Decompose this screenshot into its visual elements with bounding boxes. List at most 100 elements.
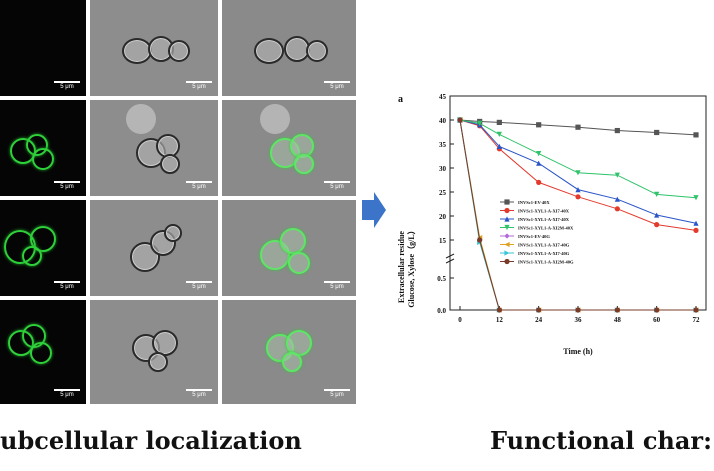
data-point <box>654 191 660 197</box>
scale-bar: 5 μm <box>324 181 350 190</box>
brightfield-image-row1: 5 μm <box>90 0 218 96</box>
series-line <box>459 119 697 231</box>
scale-bar: 5 μm <box>186 181 212 190</box>
legend-entry: INVSc1-XYL1-A-XI2M-40X <box>500 224 574 231</box>
series-5 <box>457 117 699 313</box>
y-tick-label: 40 <box>439 117 447 125</box>
data-point <box>693 307 699 313</box>
data-point <box>614 196 620 202</box>
data-point <box>693 227 699 233</box>
data-point <box>504 250 510 256</box>
scale-bar: 5 μm <box>324 281 350 290</box>
legend-label: INVSc1-XYL1-A-XI2M-40X <box>518 226 574 231</box>
x-axis-label: Time (h) <box>563 347 593 356</box>
legend-label: INVSc1-XYL1-A-XI7-40X <box>518 217 570 222</box>
data-point <box>575 187 581 193</box>
scale-bar: 5 μm <box>186 389 212 398</box>
data-point <box>504 224 510 231</box>
scale-bar: 5 μm <box>186 81 212 90</box>
series-lines <box>457 117 699 313</box>
merge-image-row2: 5 μm <box>222 100 356 196</box>
data-point <box>614 127 620 134</box>
gfp-image-row3: 5 μm <box>0 200 86 296</box>
data-point <box>654 212 660 218</box>
y-tick-label: 15 <box>439 237 447 245</box>
right-caption: Functional char: <box>490 426 712 455</box>
legend-label: INVSc1-XYL1-A-XI7-40G <box>518 243 570 248</box>
data-point <box>504 241 510 248</box>
data-point <box>693 132 699 138</box>
data-point <box>504 258 510 265</box>
gfp-image-row4: 5 μm <box>0 300 86 404</box>
legend-label: INVSc1-EV-40X <box>518 200 550 205</box>
y-tick-label: 0.5 <box>437 275 446 283</box>
data-point <box>654 222 660 228</box>
x-tick-label: 0 <box>458 316 462 324</box>
brightfield-image-row3: 5 μm <box>90 200 218 296</box>
data-point <box>536 307 542 313</box>
series-1 <box>457 117 699 138</box>
y-tick-label: 45 <box>439 93 447 101</box>
x-tick-label: 48 <box>614 316 622 324</box>
data-point <box>654 307 660 313</box>
data-point <box>575 124 581 130</box>
series-line <box>459 119 696 311</box>
data-point <box>614 307 620 313</box>
legend-entry: INVSc1-XYL1-A-XI7-40G <box>500 250 570 256</box>
scale-bar: 5 μm <box>324 81 350 90</box>
data-point <box>504 216 510 222</box>
legend-label: INVSc1-EV-40G <box>518 234 550 239</box>
scale-bar: 5 μm <box>54 389 80 398</box>
x-tick-label: 36 <box>575 316 583 324</box>
y-tick-label: 25 <box>439 189 447 197</box>
legend-label: INVSc1-XYL1-A-XI2M-40G <box>518 260 574 265</box>
data-point <box>536 151 542 157</box>
data-point <box>693 195 699 201</box>
series-line <box>459 119 697 199</box>
data-point <box>496 143 502 149</box>
x-tick-label: 60 <box>653 316 661 324</box>
series-6 <box>457 117 699 313</box>
data-point <box>575 194 581 200</box>
scale-bar: 5 μm <box>324 389 350 398</box>
y-tick-label: 0.0 <box>437 307 446 315</box>
y-axis-label-line1: Extracellular residue <box>397 231 406 303</box>
brightfield-image-row2: 5 μm <box>90 100 218 196</box>
series-line <box>459 119 696 311</box>
series-line <box>459 119 696 311</box>
axis-break-mark <box>445 258 455 264</box>
series-line <box>459 119 697 136</box>
data-point <box>575 170 581 176</box>
scale-bar: 5 μm <box>186 281 212 290</box>
legend-label: INVSc1-XYL1-A-XI7-40X <box>518 209 570 214</box>
series-7 <box>457 117 699 313</box>
series-line <box>459 119 696 311</box>
x-tick-label: 24 <box>535 316 543 324</box>
y-axis-label-line2: Glucose, Xylose（g/L） <box>406 226 416 307</box>
legend-entry: INVSc1-XYL1-A-XI7-40X <box>500 216 570 222</box>
merge-image-row1: 5 μm <box>222 0 356 96</box>
panel-label: a <box>398 94 403 105</box>
gfp-image-row2: 5 μm <box>0 100 86 196</box>
legend-label: INVSc1-XYL1-A-XI7-40G <box>518 251 570 256</box>
axis-break-mark <box>445 253 455 259</box>
data-point <box>496 131 502 137</box>
brightfield-image-row4: 5 μm <box>90 300 218 404</box>
scale-bar: 5 μm <box>54 181 80 190</box>
line-chart: a Extracellular residue Glucose, Xylose（… <box>392 82 714 372</box>
data-point <box>575 307 581 313</box>
legend-entry: INVSc1-EV-40X <box>500 199 550 205</box>
data-point <box>504 233 510 239</box>
data-point <box>536 122 542 128</box>
data-point <box>496 119 502 125</box>
legend-entry: INVSc1-XYL1-A-XI7-40G <box>500 241 570 248</box>
x-tick-label: 12 <box>496 316 504 324</box>
data-point <box>504 207 510 214</box>
microscopy-grid: 5 μm 5 μm 5 μm 5 μm 5 μm 5 μm 5 <box>0 0 356 404</box>
right-arrow-icon <box>362 192 386 228</box>
data-point <box>614 206 620 212</box>
scale-bar: 5 μm <box>54 81 80 90</box>
legend-entry: INVSc1-XYL1-A-XI7-40X <box>500 207 570 214</box>
merge-image-row3: 5 μm <box>222 200 356 296</box>
data-point <box>536 179 542 185</box>
